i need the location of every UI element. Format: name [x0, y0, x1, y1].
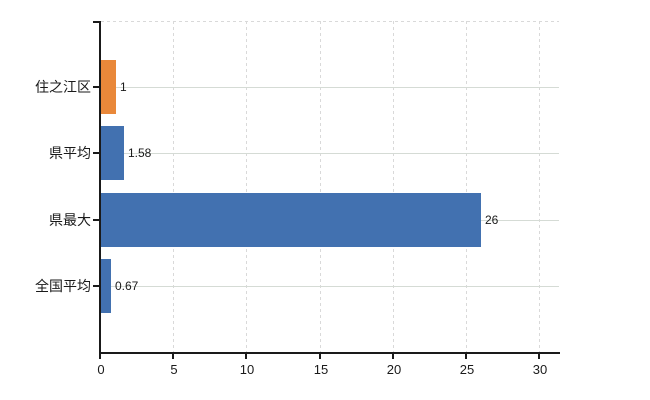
- x-tick-label: 15: [313, 362, 329, 377]
- x-axis-tick: [99, 354, 101, 359]
- bar: [101, 126, 124, 180]
- gridline-vertical: [320, 21, 321, 352]
- x-tick-label: 30: [532, 362, 548, 377]
- x-tick-label: 10: [239, 362, 255, 377]
- x-tick-label: 5: [170, 362, 178, 377]
- bar-value-label: 1.58: [128, 146, 152, 160]
- y-axis-tick: [93, 152, 99, 154]
- bar: [101, 193, 481, 247]
- gridline-vertical: [173, 21, 174, 352]
- category-label: 住之江区: [35, 79, 91, 95]
- bar-value-label: 26: [485, 213, 499, 227]
- gridline-vertical: [466, 21, 467, 352]
- y-axis-tick: [93, 86, 99, 88]
- y-axis-top-tick: [93, 21, 99, 23]
- bar-value-label: 1: [120, 80, 127, 94]
- x-axis-tick: [392, 354, 394, 359]
- bar-value-label: 0.67: [115, 279, 139, 293]
- x-axis-tick: [538, 354, 540, 359]
- x-axis-tick: [172, 354, 174, 359]
- gridline-vertical: [539, 21, 540, 352]
- plot-top-gridline: [101, 21, 559, 22]
- x-axis-tick: [319, 354, 321, 359]
- y-axis-tick: [93, 219, 99, 221]
- x-tick-label: 0: [97, 362, 105, 377]
- y-axis-tick: [93, 285, 99, 287]
- x-axis-line: [99, 352, 560, 354]
- gridline-horizontal: [101, 153, 559, 154]
- x-tick-label: 25: [459, 362, 475, 377]
- gridline-horizontal: [101, 286, 559, 287]
- x-axis-tick: [465, 354, 467, 359]
- category-label: 県最大: [49, 212, 91, 228]
- x-axis-tick: [245, 354, 247, 359]
- category-label: 全国平均: [35, 278, 91, 294]
- gridline-horizontal: [101, 87, 559, 88]
- y-axis-line: [99, 21, 101, 354]
- gridline-vertical: [246, 21, 247, 352]
- bar: [101, 259, 111, 313]
- bar: [101, 60, 116, 114]
- category-label: 県平均: [49, 145, 91, 161]
- gridline-vertical: [393, 21, 394, 352]
- x-tick-label: 20: [386, 362, 402, 377]
